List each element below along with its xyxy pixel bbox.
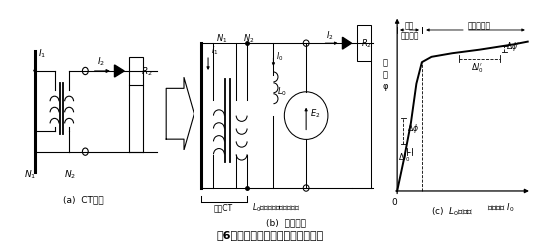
Polygon shape: [342, 37, 352, 49]
Text: 第6図　鉄心飽和する場合の説明図: 第6図 鉄心飽和する場合の説明図: [217, 230, 323, 240]
Text: $E_2$: $E_2$: [310, 108, 320, 120]
Text: $N_2$: $N_2$: [244, 32, 255, 45]
Text: $I_1$: $I_1$: [211, 44, 218, 57]
Bar: [357, 25, 370, 61]
Text: $L_0$: $L_0$: [277, 86, 287, 98]
Text: $L_0$：励磁インダクタンス: $L_0$：励磁インダクタンス: [252, 202, 300, 214]
Text: $I_2$: $I_2$: [97, 56, 105, 68]
Polygon shape: [114, 65, 124, 77]
Text: (c)  $L_0$の特性: (c) $L_0$の特性: [431, 205, 474, 218]
Text: $R_2$: $R_2$: [141, 66, 153, 78]
Text: (b)  等価回路: (b) 等価回路: [266, 219, 306, 228]
Text: $N_2$: $N_2$: [64, 169, 76, 181]
Text: 理想CT: 理想CT: [214, 204, 233, 213]
Text: 励磁電流 $I_0$: 励磁電流 $I_0$: [487, 202, 514, 214]
Text: 磁
束
φ: 磁 束 φ: [383, 58, 388, 91]
Text: $I_2$: $I_2$: [326, 29, 334, 42]
Text: $N_1$: $N_1$: [24, 169, 36, 181]
Text: (a)  CT回路: (a) CT回路: [63, 195, 104, 204]
Text: $\Delta\phi$: $\Delta\phi$: [408, 122, 420, 135]
Text: $\Delta I_0^{\prime}$: $\Delta I_0^{\prime}$: [470, 61, 483, 75]
Text: 磁束
未飽和域: 磁束 未飽和域: [400, 21, 418, 40]
Text: 0: 0: [392, 198, 397, 207]
Text: 磁束飽和域: 磁束飽和域: [468, 21, 491, 30]
Text: $N_1$: $N_1$: [216, 32, 228, 45]
Text: $I_1$: $I_1$: [38, 48, 46, 60]
Text: $R_2$: $R_2$: [361, 38, 372, 50]
Text: $\Delta\phi^{\prime}$: $\Delta\phi^{\prime}$: [507, 40, 521, 53]
Text: $\Delta I_0$: $\Delta I_0$: [398, 151, 411, 164]
Bar: [129, 57, 143, 85]
Text: $I_0$: $I_0$: [276, 50, 284, 62]
